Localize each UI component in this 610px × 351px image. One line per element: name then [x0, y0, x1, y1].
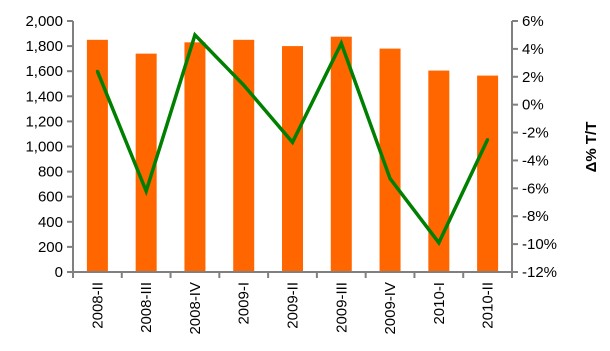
line-point-2009-II — [291, 140, 294, 144]
y-tick-label: 1,600 — [25, 63, 63, 80]
y2-tick-label: 0% — [522, 97, 544, 114]
y2-tick-label: -12% — [522, 264, 557, 281]
line-point-2009-I — [242, 83, 246, 87]
bar-2009-IV — [379, 48, 401, 272]
y-tick-label: 600 — [38, 189, 63, 206]
y2-tick-label: -6% — [522, 180, 549, 197]
y2-tick-label: -10% — [522, 236, 557, 253]
y-tick-label: 2,000 — [25, 13, 63, 30]
y2-tick-label: -4% — [522, 152, 549, 169]
y2-axis-title: Δ% T/T — [583, 122, 600, 173]
y-tick-label: 200 — [38, 239, 63, 256]
line-point-2010-II — [486, 138, 490, 142]
line-point-2009-III — [339, 41, 343, 45]
line-series — [95, 31, 490, 247]
x-tick-label: 2009-III — [333, 282, 350, 333]
x-tick-label: 2009-II — [285, 282, 302, 329]
bar-2010-II — [477, 75, 499, 272]
y2-tick-label: 4% — [522, 41, 544, 58]
x-tick-label: 2009-I — [236, 282, 253, 325]
x-tick-label: 2010-I — [431, 282, 448, 325]
bar-series — [86, 36, 499, 273]
bar-2008-IV — [184, 42, 206, 273]
y-tick-label: 1,800 — [25, 38, 63, 55]
x-tick-label: 2008-III — [138, 282, 155, 333]
bar-2009-II — [282, 46, 303, 272]
bar-2009-III — [330, 36, 352, 272]
tick-labels: 0 200 400 600 800 1,000 1,200 1,400 1,600 1,800 2,… — [25, 13, 557, 335]
line-point-2008-III — [144, 189, 148, 193]
bar-2008-III — [135, 53, 157, 272]
line-point-2008-IV — [193, 33, 197, 37]
x-tick-label: 2008-II — [89, 282, 106, 329]
x-tick-label: 2009-IV — [382, 282, 399, 335]
y-tick-label: 400 — [38, 214, 63, 231]
y2-tick-label: 2% — [522, 69, 544, 86]
y-tick-label: 1,200 — [25, 113, 63, 130]
bar-2010-I — [428, 70, 450, 272]
line-point-2010-I — [437, 241, 441, 245]
y-tick-label: 800 — [38, 164, 63, 181]
line-point-2008-II — [95, 69, 99, 73]
y-tick-label: 1,000 — [25, 139, 63, 156]
axes — [67, 20, 518, 278]
x-tick-label: 2010-II — [480, 282, 497, 329]
line-point-2009-IV — [388, 177, 392, 181]
x-tick-label: 2008-IV — [187, 282, 204, 335]
y-tick-label: 1,400 — [25, 88, 63, 105]
bar-2008-II — [86, 39, 108, 273]
y2-tick-label: -8% — [522, 208, 549, 225]
y2-tick-label: 6% — [522, 13, 544, 30]
y2-tick-label: -2% — [522, 125, 549, 142]
y-tick-label: 0 — [55, 264, 63, 281]
bar-2009-I — [233, 39, 255, 273]
